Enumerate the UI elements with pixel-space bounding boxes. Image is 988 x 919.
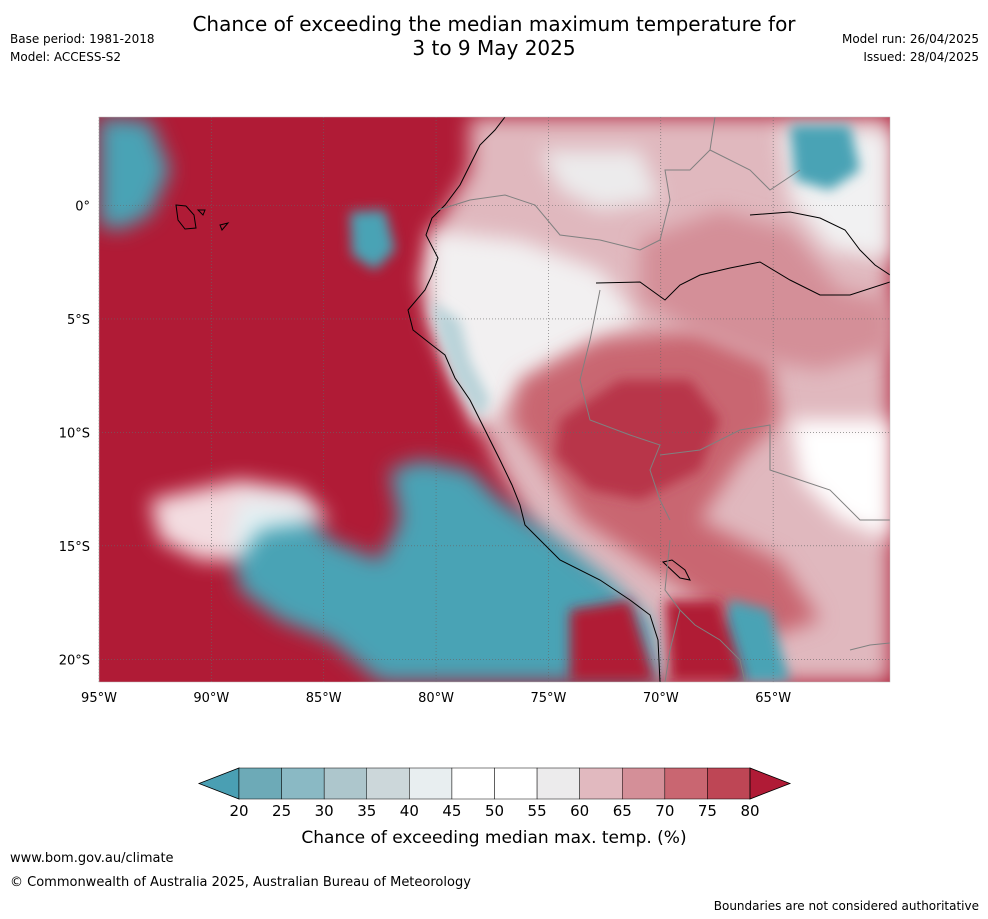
coastal-cool-strip bbox=[430, 300, 490, 420]
colorbar-extend-low bbox=[197, 767, 240, 800]
colorbar-tick-3: 35 bbox=[357, 802, 376, 820]
colorbar-tick-4: 40 bbox=[400, 802, 419, 820]
amazon-coast bbox=[749, 211, 890, 276]
interior-hotter-zone bbox=[555, 380, 720, 500]
colorbar-bin-9 bbox=[622, 767, 666, 800]
border-venezuela-brazil bbox=[709, 149, 801, 191]
lon-label-2: 85°W bbox=[306, 691, 342, 706]
colorbar: 20 25 30 35 40 45 50 55 60 65 70 75 80 bbox=[197, 767, 792, 820]
border-peru-brazil bbox=[579, 289, 671, 521]
land-cool-ne bbox=[790, 125, 860, 190]
border-bolivia-brazil bbox=[659, 424, 890, 521]
ocean-cool-margin bbox=[150, 480, 330, 560]
colorbar-label: Chance of exceeding median max. temp. (%… bbox=[301, 828, 686, 848]
latitude-labels: 0° 5°S 10°S 15°S 20°S bbox=[59, 199, 90, 668]
colorbar-bin-5 bbox=[451, 767, 495, 800]
meta-left: Base period: 1981-2018 Model: ACCESS-S2 bbox=[10, 30, 155, 66]
border-paraguay bbox=[849, 642, 890, 651]
colorbar-tick-5: 45 bbox=[442, 802, 461, 820]
hot-pocket-south-west bbox=[570, 600, 655, 682]
colorbar-tick-0: 20 bbox=[229, 802, 248, 820]
galapagos-island-2 bbox=[196, 209, 206, 216]
coastal-neutral-zone bbox=[430, 230, 640, 430]
ocean-cool-south bbox=[230, 460, 660, 682]
colorbar-bin-0 bbox=[238, 767, 282, 800]
colorbar-tick-1: 25 bbox=[272, 802, 291, 820]
colorbar-bin-6 bbox=[494, 767, 538, 800]
border-colombia-brazil bbox=[599, 117, 716, 251]
model-run: Model run: 26/04/2025 bbox=[841, 32, 979, 46]
colorbar-bin-1 bbox=[281, 767, 325, 800]
northeast-warm-zone bbox=[640, 210, 890, 370]
colorbar-tick-6: 50 bbox=[485, 802, 504, 820]
lon-label-0: 95°W bbox=[81, 691, 117, 706]
lat-label-4: 20°S bbox=[59, 653, 90, 668]
colorbar-tick-8: 60 bbox=[570, 802, 589, 820]
colorbar-tick-7: 55 bbox=[528, 802, 547, 820]
title-line-2: 3 to 9 May 2025 bbox=[412, 36, 576, 60]
border-chile-argentina bbox=[664, 609, 681, 682]
east-neutral-zone bbox=[790, 420, 890, 540]
lake-titicaca bbox=[661, 559, 691, 581]
colorbar-tick-11: 75 bbox=[698, 802, 717, 820]
galapagos-island-3 bbox=[219, 222, 230, 231]
issued-date: Issued: 28/04/2025 bbox=[863, 50, 979, 64]
interior-light-zone bbox=[540, 150, 660, 210]
border-colombia-ecuador bbox=[437, 194, 601, 241]
hot-pocket-south-east bbox=[665, 600, 745, 682]
footer-url: www.bom.gov.au/climate bbox=[10, 851, 174, 866]
colorbar-bin-7 bbox=[536, 767, 580, 800]
country-borders bbox=[437, 117, 890, 682]
lon-label-4: 75°W bbox=[530, 691, 566, 706]
south-america-coast bbox=[407, 117, 661, 682]
lon-label-1: 90°W bbox=[193, 691, 229, 706]
lon-label-6: 65°W bbox=[755, 691, 791, 706]
title-line-1: Chance of exceeding the median maximum t… bbox=[192, 12, 796, 36]
colorbar-bin-10 bbox=[664, 767, 708, 800]
colorbar-tick-9: 65 bbox=[613, 802, 632, 820]
colorbar-bin-2 bbox=[323, 767, 367, 800]
map-field bbox=[99, 117, 890, 682]
colorbar-tick-2: 30 bbox=[315, 802, 334, 820]
longitude-labels: 95°W 90°W 85°W 80°W 75°W 70°W 65°W bbox=[81, 691, 791, 706]
footer-disclaimer: Boundaries are not considered authoritat… bbox=[713, 899, 979, 913]
colorbar-bin-4 bbox=[409, 767, 453, 800]
lat-label-2: 10°S bbox=[59, 426, 90, 441]
ocean-cool-nw bbox=[99, 117, 170, 230]
coastline bbox=[175, 117, 890, 682]
base-period: Base period: 1981-2018 bbox=[10, 32, 155, 46]
amazon-river bbox=[595, 261, 890, 301]
meta-right: Model run: 26/04/2025 Issued: 28/04/2025 bbox=[842, 30, 979, 66]
lat-label-3: 15°S bbox=[59, 540, 90, 555]
model-name: Model: ACCESS-S2 bbox=[10, 50, 122, 64]
colorbar-extend-high bbox=[749, 767, 792, 800]
colorbar-bin-11 bbox=[707, 767, 751, 800]
chart-title: Chance of exceeding the median maximum t… bbox=[0, 12, 988, 60]
colorbar-tick-10: 70 bbox=[655, 802, 674, 820]
colorbar-bin-8 bbox=[579, 767, 623, 800]
galapagos-island-1 bbox=[175, 204, 197, 230]
ocean-cool-galapagos bbox=[350, 210, 395, 270]
colorbar-bin-3 bbox=[366, 767, 410, 800]
border-bolivia-chile bbox=[664, 539, 746, 682]
colorbar-tick-12: 80 bbox=[740, 802, 759, 820]
lat-label-0: 0° bbox=[75, 199, 90, 214]
footer-copyright: © Commonwealth of Australia 2025, Austra… bbox=[10, 875, 471, 890]
map-frame bbox=[98, 116, 891, 683]
lon-label-5: 70°W bbox=[643, 691, 679, 706]
lon-label-3: 80°W bbox=[418, 691, 454, 706]
lat-label-1: 5°S bbox=[67, 313, 90, 328]
